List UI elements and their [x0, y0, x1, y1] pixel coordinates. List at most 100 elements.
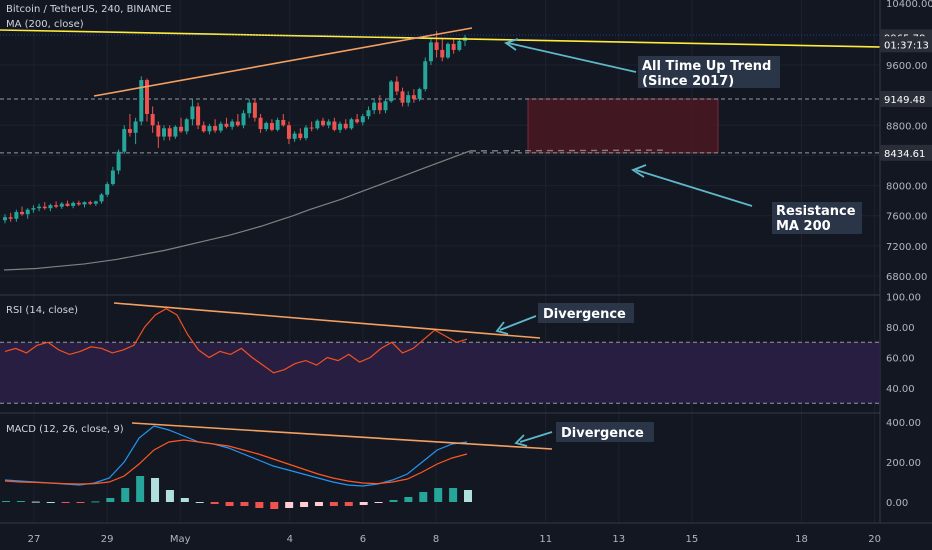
rsi-divergence-annotation[interactable]: Divergence: [495, 303, 634, 335]
candle-body: [258, 117, 263, 130]
orange-up-trendline[interactable]: [93, 27, 473, 97]
candle-body: [82, 202, 87, 205]
macd-hist-bar: [389, 500, 398, 502]
candle-body: [326, 121, 331, 126]
time-tick: 20: [868, 534, 881, 545]
candle-body: [139, 80, 144, 122]
candle-body: [428, 42, 433, 62]
macd-hist-bar: [91, 501, 100, 503]
macd-divergence-line[interactable]: [131, 422, 553, 450]
candle-body: [366, 110, 371, 117]
candle-body: [144, 80, 149, 114]
price-tick: 7600.00: [886, 212, 927, 223]
macd-axis[interactable]: 400.00 200.00 0.00: [886, 418, 921, 509]
candle-body: [281, 120, 286, 126]
candle-body: [25, 209, 30, 215]
candle-body: [230, 121, 235, 127]
resistance-arrow-line: [635, 169, 753, 207]
macd-hist-bar: [404, 497, 413, 502]
resistance-zone[interactable]: [527, 98, 719, 154]
time-tick: 6: [360, 534, 366, 545]
candle-body: [292, 133, 297, 139]
macd-hist-bar: [210, 502, 219, 504]
candle-body: [445, 43, 450, 58]
macd-tick: 200.00: [886, 458, 921, 469]
candle-body: [389, 81, 394, 102]
price-pane[interactable]: [0, 27, 932, 271]
rsi-divergence-label: Divergence: [543, 307, 626, 322]
candlesticks: [3, 31, 467, 224]
candle-body: [457, 40, 462, 50]
candle-body: [110, 170, 115, 185]
macd-hist-bar: [121, 488, 130, 502]
resistance-annotation[interactable]: Resistance MA 200: [631, 164, 862, 234]
candle-body: [20, 211, 25, 215]
time-axis[interactable]: 27 29 May 4 6 8 11 13 15 18 20: [28, 534, 881, 545]
macd-hist-bar: [419, 492, 428, 502]
candle-body: [133, 121, 138, 133]
macd-arrow-icon: [514, 434, 528, 447]
price-tag-label: 8434.61: [884, 149, 925, 160]
candle-body: [179, 126, 184, 132]
candle-body: [321, 120, 326, 126]
time-tick: 13: [612, 534, 625, 545]
rsi-divergence-line[interactable]: [113, 302, 541, 339]
ma-legend[interactable]: MA (200, close): [6, 19, 84, 30]
time-tick: 8: [433, 534, 439, 545]
candle-body: [31, 208, 36, 210]
macd-hist-bar: [180, 498, 189, 502]
candle-body: [207, 126, 212, 132]
macd-legend[interactable]: MACD (12, 26, close, 9): [6, 424, 124, 435]
trend-label-box: [638, 56, 780, 88]
yellow-trendline[interactable]: [0, 29, 932, 49]
candle-body: [252, 102, 257, 118]
candle-body: [275, 120, 280, 130]
time-tick: 4: [287, 534, 293, 545]
candle-body: [162, 128, 167, 137]
rsi-tick: 60.00: [886, 354, 915, 365]
candle-body: [406, 95, 411, 103]
macd-hist-bar: [2, 501, 10, 502]
time-tick: 11: [539, 534, 552, 545]
candle-body: [190, 106, 195, 120]
macd-hist-bar: [151, 478, 160, 502]
macd-hist-bar: [31, 501, 40, 503]
candle-body: [173, 126, 178, 137]
candle-body: [286, 125, 291, 139]
trend-annotation[interactable]: All Time Up Trend (Since 2017): [504, 38, 780, 89]
macd-hist-bar: [434, 488, 443, 502]
candle-body: [127, 129, 132, 133]
rsi-axis[interactable]: 100.00 80.00 60.00 40.00: [886, 293, 921, 396]
candle-body: [411, 95, 416, 99]
candle-body: [417, 89, 422, 99]
ma200-line: [3, 149, 666, 271]
macd-hist-bar: [300, 502, 309, 507]
price-tag-label: 9149.48: [884, 95, 925, 106]
symbol-title[interactable]: Bitcoin / TetherUS, 240, BINANCE: [6, 4, 171, 15]
candle-body: [213, 126, 218, 131]
annotation-line: All Time Up Trend: [642, 59, 771, 74]
time-tick: 18: [795, 534, 808, 545]
candle-body: [343, 123, 348, 129]
rsi-pane[interactable]: [0, 302, 880, 404]
trend-arrow-icon: [504, 38, 519, 51]
macd-hist-bar: [359, 502, 368, 505]
macd-pane[interactable]: [2, 422, 553, 509]
annotation-line: MA 200: [776, 219, 831, 234]
candle-body: [434, 42, 439, 50]
candle-body: [440, 49, 445, 58]
rsi-tick: 100.00: [886, 293, 921, 304]
rsi-legend[interactable]: RSI (14, close): [6, 305, 78, 316]
candle-body: [54, 205, 59, 207]
candle-body: [14, 211, 19, 219]
candle-body: [201, 125, 206, 132]
candle-body: [37, 206, 42, 209]
macd-histogram: [2, 476, 472, 509]
candle-body: [93, 201, 98, 204]
macd-divergence-annotation[interactable]: Divergence: [514, 422, 654, 447]
macd-hist-bar: [195, 502, 204, 503]
price-tick: 8000.00: [886, 182, 927, 193]
candle-body: [71, 202, 76, 206]
candle-body: [99, 194, 104, 202]
